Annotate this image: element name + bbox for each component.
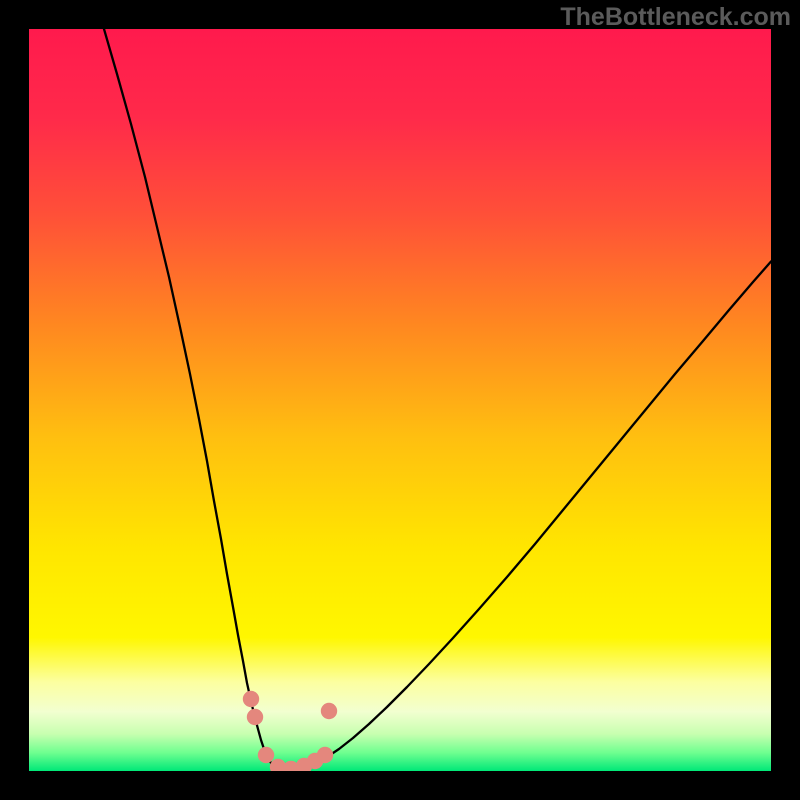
data-marker xyxy=(321,703,337,719)
chart-frame: TheBottleneck.com xyxy=(0,0,800,800)
watermark-text: TheBottleneck.com xyxy=(560,3,791,32)
plot-area xyxy=(29,29,771,771)
data-marker xyxy=(258,747,274,763)
chart-background xyxy=(29,29,771,771)
data-marker xyxy=(317,747,333,763)
chart-svg xyxy=(29,29,771,771)
data-marker xyxy=(243,691,259,707)
data-marker xyxy=(247,709,263,725)
